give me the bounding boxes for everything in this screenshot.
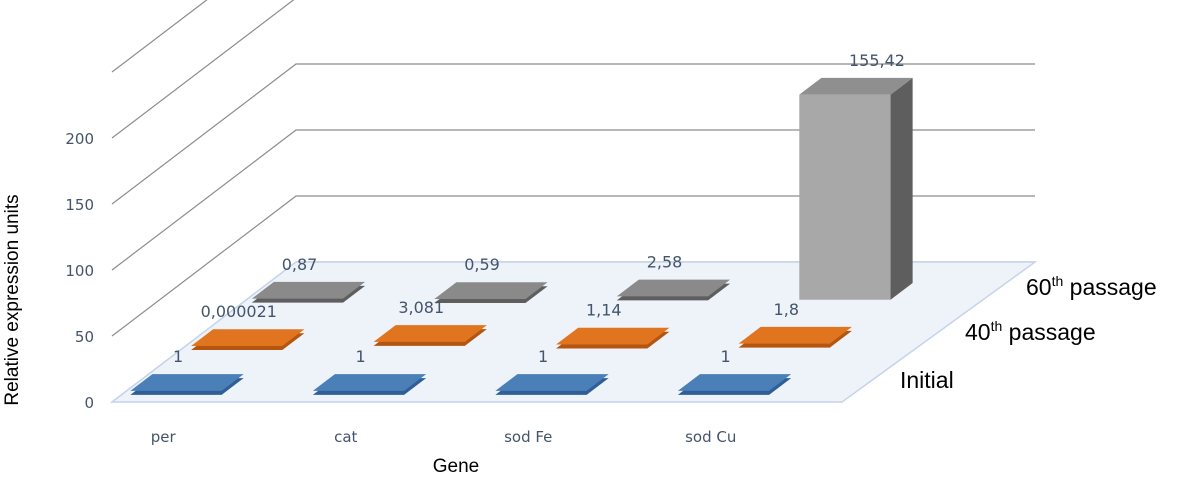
data-label: 1 [355, 347, 365, 366]
chart-labels: 0 50 100 150 200 per cat sod Fe sod Cu 0,87 0,59 2,… [65, 51, 1156, 446]
bar [251, 281, 366, 303]
bar-top [251, 281, 366, 299]
x-tick-label: cat [334, 428, 357, 446]
y-tick-label: 0 [84, 394, 94, 412]
bar-top [130, 374, 244, 391]
gridline [111, 63, 1035, 205]
bar [495, 374, 609, 395]
bar-top [191, 329, 305, 346]
data-label: 0,000021 [201, 302, 277, 321]
bar-top [312, 374, 427, 391]
bar [556, 327, 670, 349]
bar-top [799, 77, 913, 95]
bar-top [373, 325, 487, 342]
bar-side [890, 77, 913, 300]
x-tick-label: sod Cu [685, 428, 736, 446]
data-label: 155,42 [849, 51, 905, 70]
data-label: 3,081 [398, 298, 444, 317]
bar [191, 329, 305, 350]
data-label: 2,58 [647, 253, 683, 272]
series-label: Initial [900, 367, 954, 393]
bar-front [799, 94, 891, 300]
bar [434, 282, 548, 304]
y-tick-label: 50 [75, 328, 94, 346]
x-axis-title: Gene [433, 456, 479, 477]
bar-top [434, 282, 548, 300]
gridline [111, 195, 1035, 337]
x-tick-label: per [151, 428, 177, 446]
chart-bars [130, 77, 913, 395]
bar-top [495, 374, 609, 391]
bar [373, 325, 487, 346]
gridline [111, 0, 295, 139]
data-label: 1 [720, 347, 730, 366]
bar [616, 279, 731, 301]
x-tick-label: sod Fe [504, 428, 552, 446]
bar-top [556, 327, 670, 345]
data-label: 1 [173, 347, 183, 366]
data-label: 1,8 [774, 300, 799, 319]
series-label: 40th passage [965, 318, 1096, 345]
gridline-top [111, 0, 208, 73]
y-axis-title: Relative expression units [2, 194, 23, 405]
bar [312, 374, 427, 395]
bar [799, 77, 913, 300]
data-label: 0,59 [464, 255, 500, 274]
data-label: 1 [538, 347, 548, 366]
bar [677, 374, 792, 395]
data-label: 0,87 [282, 255, 318, 274]
bar-top [738, 326, 852, 344]
y-tick-label: 100 [65, 262, 94, 280]
bar-top [677, 374, 792, 391]
data-label: 1,14 [586, 301, 622, 320]
series-label: 60th passage [1026, 273, 1157, 300]
y-tick-label: 150 [65, 196, 94, 214]
bar [738, 326, 852, 348]
y-tick-label: 200 [65, 130, 94, 148]
gridline [111, 129, 1035, 271]
bar [130, 374, 244, 395]
bar-top [616, 279, 731, 297]
